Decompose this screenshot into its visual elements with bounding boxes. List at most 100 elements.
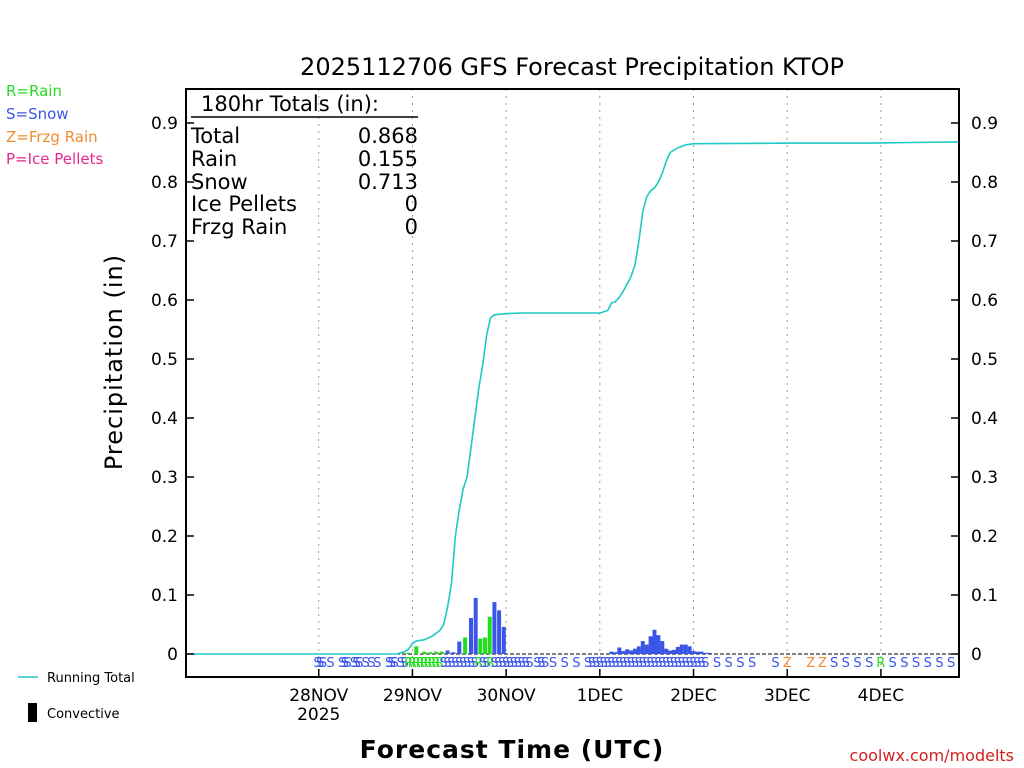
precip-bar xyxy=(609,651,614,654)
precip-type-marker: S xyxy=(479,656,487,671)
precip-type-marker: S xyxy=(646,656,654,671)
precip-bar xyxy=(478,638,483,654)
totals-label-rain: Rain xyxy=(191,147,237,171)
precip-type-marker: S xyxy=(319,656,327,671)
precip-type-marker: S xyxy=(631,656,639,671)
precip-type-marker: S xyxy=(639,656,647,671)
precip-type-marker: S xyxy=(541,656,549,671)
precip-bar xyxy=(617,647,622,654)
precip-bar xyxy=(433,651,438,654)
precip-type-marker: S xyxy=(604,656,612,671)
precip-type-marker: Z xyxy=(818,656,827,671)
y-tick-label-right: 0 xyxy=(971,645,982,665)
precip-type-marker: S xyxy=(611,656,619,671)
totals-label-freezing-rain: Frzg Rain xyxy=(191,215,287,239)
precip-type-marker: S xyxy=(498,656,506,671)
precip-type-marker: S xyxy=(592,656,600,671)
legend-rain: R=Rain xyxy=(6,82,62,100)
precip-type-marker: S xyxy=(588,656,596,671)
legend-snow: S=Snow xyxy=(6,105,69,123)
precip-bar xyxy=(501,626,506,654)
precip-type-marker: S xyxy=(502,656,510,671)
precip-bar xyxy=(613,652,618,654)
precip-type-marker: R xyxy=(435,656,444,671)
type-legend: R=Rain S=Snow Z=Frzg Rain P=Ice Pellets xyxy=(6,82,103,168)
y-tick-label-right: 0.7 xyxy=(971,232,998,252)
precip-type-marker: S xyxy=(900,656,908,671)
precip-bar xyxy=(445,650,450,654)
totals-label-ice-pellets: Ice Pellets xyxy=(191,192,297,216)
y-tick-label-right: 0.4 xyxy=(971,409,998,429)
precip-type-marker: R xyxy=(404,656,413,671)
chart-title: 2025112706 GFS Forecast Precipitation KT… xyxy=(300,53,844,81)
precip-type-marker: S xyxy=(326,656,334,671)
totals-value-rain: 0.155 xyxy=(358,147,418,171)
precip-type-marker: S xyxy=(316,656,324,671)
precip-type-marker: S xyxy=(467,656,475,671)
site-credit: coolwx.com/modelts xyxy=(850,746,1014,765)
x-tick-label: 29NOV xyxy=(383,686,442,706)
precip-bar xyxy=(695,651,700,654)
y-axis: 0 00.1 0.10.2 0.20.3 0.30.4 0.40.5 0.50.6 0.60.… xyxy=(151,114,998,665)
x-tick-label: 1DEC xyxy=(577,686,624,706)
precip-type-marker: S xyxy=(658,656,666,671)
y-tick-label-left: 0.2 xyxy=(151,527,178,547)
precip-bar xyxy=(640,641,645,654)
convective-swatch xyxy=(28,703,37,722)
y-tick-label-right: 0.8 xyxy=(971,173,998,193)
precip-type-marker: S xyxy=(666,656,674,671)
running-total-layer xyxy=(186,141,960,655)
precip-type-marker: S xyxy=(693,656,701,671)
precip-type-marker: Z xyxy=(806,656,815,671)
precip-type-marker: S xyxy=(385,656,393,671)
precip-bar xyxy=(683,644,688,654)
precip-type-marker: S xyxy=(635,656,643,671)
precip-bar xyxy=(691,651,696,654)
precip-bar xyxy=(675,646,680,654)
precip-type-marker: S xyxy=(670,656,678,671)
precip-type-marker: S xyxy=(615,656,623,671)
precip-type-marker: S xyxy=(455,656,463,671)
totals-value-snow: 0.713 xyxy=(358,170,418,194)
precip-type-marker: R xyxy=(431,656,440,671)
precip-type-marker: S xyxy=(643,656,651,671)
x-tick-label: 4DEC xyxy=(858,686,905,706)
precip-type-marker: S xyxy=(390,656,398,671)
precip-bar xyxy=(707,652,712,654)
legend-ice-pellets: P=Ice Pellets xyxy=(6,150,103,168)
precip-type-marker: S xyxy=(525,656,533,671)
y-tick-label-right: 0.3 xyxy=(971,468,998,488)
precip-type-marker: S xyxy=(463,656,471,671)
y-tick-label-left: 0 xyxy=(167,645,178,665)
y-tick-label-left: 0.8 xyxy=(151,173,178,193)
x-tick-label: 30NOV xyxy=(477,686,536,706)
precip-type-marker: S xyxy=(397,656,405,671)
precip-type-marker: S xyxy=(607,656,615,671)
precip-type-marker: S xyxy=(682,656,690,671)
precip-bar xyxy=(644,644,649,654)
precip-bar xyxy=(473,597,478,654)
legend-freezing-rain: Z=Frzg Rain xyxy=(6,128,98,146)
precip-type-marker: S xyxy=(313,656,321,671)
precip-type-marker: S xyxy=(355,656,363,671)
precip-type-marker: S xyxy=(701,656,709,671)
totals-value-ice-pellets: 0 xyxy=(405,192,418,216)
precip-type-marker: S xyxy=(341,656,349,671)
precip-type-marker: S xyxy=(352,656,360,671)
precip-type-marker: S xyxy=(459,656,467,671)
precip-type-marker: S xyxy=(343,656,351,671)
precip-type-marker: S xyxy=(361,656,369,671)
precip-bar xyxy=(428,652,433,654)
precip-type-marker: S xyxy=(935,656,943,671)
precip-type-marker: R xyxy=(420,656,429,671)
precip-type-marker: S xyxy=(518,656,526,671)
x-tick-label: 28NOV xyxy=(289,686,348,706)
precip-bar xyxy=(672,649,677,654)
precip-type-marker: R xyxy=(412,656,421,671)
precip-type-marker: S xyxy=(689,656,697,671)
y-axis-label: Precipitation (in) xyxy=(100,254,128,470)
precip-bar xyxy=(621,651,626,654)
y-tick-label-left: 0.4 xyxy=(151,409,178,429)
